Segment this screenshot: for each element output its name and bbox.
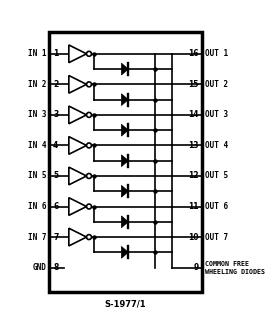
Text: 2: 2 [53, 80, 58, 89]
Polygon shape [121, 185, 128, 197]
Text: 9: 9 [193, 263, 199, 272]
Text: 16: 16 [188, 49, 199, 58]
Text: 14: 14 [188, 110, 199, 119]
Polygon shape [69, 106, 86, 124]
Text: WHEELING DIODES: WHEELING DIODES [205, 269, 264, 275]
Text: OUT 4: OUT 4 [205, 141, 228, 150]
Polygon shape [69, 136, 86, 154]
Text: 6: 6 [53, 202, 58, 211]
Text: OUT 2: OUT 2 [205, 80, 228, 89]
Text: 12: 12 [188, 172, 199, 181]
Text: 8: 8 [53, 263, 59, 272]
Text: OUT 1: OUT 1 [205, 49, 228, 58]
Text: OUT 5: OUT 5 [205, 172, 228, 181]
Text: 15: 15 [188, 80, 199, 89]
Polygon shape [69, 228, 86, 246]
Text: IN 2: IN 2 [28, 80, 46, 89]
Text: S-1977/1: S-1977/1 [105, 300, 146, 309]
Text: IN 4: IN 4 [28, 141, 46, 150]
Polygon shape [69, 75, 86, 93]
Bar [49, 33, 202, 292]
Text: IN 7: IN 7 [28, 233, 46, 242]
Text: GND: GND [32, 263, 46, 272]
Polygon shape [69, 198, 86, 215]
Text: OUT 6: OUT 6 [205, 202, 228, 211]
Text: 5: 5 [53, 172, 58, 181]
Text: 4: 4 [53, 141, 58, 150]
Polygon shape [121, 63, 128, 75]
Circle shape [86, 143, 92, 148]
Text: 3: 3 [53, 110, 58, 119]
Text: 10: 10 [188, 233, 199, 242]
Text: OUT 7: OUT 7 [205, 233, 228, 242]
Polygon shape [121, 124, 128, 136]
Circle shape [86, 204, 92, 209]
Text: COMMON FREE: COMMON FREE [205, 261, 249, 267]
Polygon shape [121, 155, 128, 167]
Text: OUT 3: OUT 3 [205, 110, 228, 119]
Text: 13: 13 [188, 141, 199, 150]
Circle shape [86, 51, 92, 56]
Circle shape [86, 235, 92, 239]
Text: IN 3: IN 3 [28, 110, 46, 119]
Text: IN 1: IN 1 [28, 49, 46, 58]
Polygon shape [121, 94, 128, 105]
Text: 1: 1 [53, 49, 58, 58]
Polygon shape [69, 45, 86, 63]
Polygon shape [121, 246, 128, 258]
Polygon shape [121, 216, 128, 228]
Text: 11: 11 [188, 202, 199, 211]
Circle shape [86, 82, 92, 87]
Polygon shape [69, 167, 86, 185]
Circle shape [86, 173, 92, 178]
Text: IN 5: IN 5 [28, 172, 46, 181]
Circle shape [86, 112, 92, 117]
Text: 7: 7 [53, 233, 59, 242]
Text: IN 6: IN 6 [28, 202, 46, 211]
